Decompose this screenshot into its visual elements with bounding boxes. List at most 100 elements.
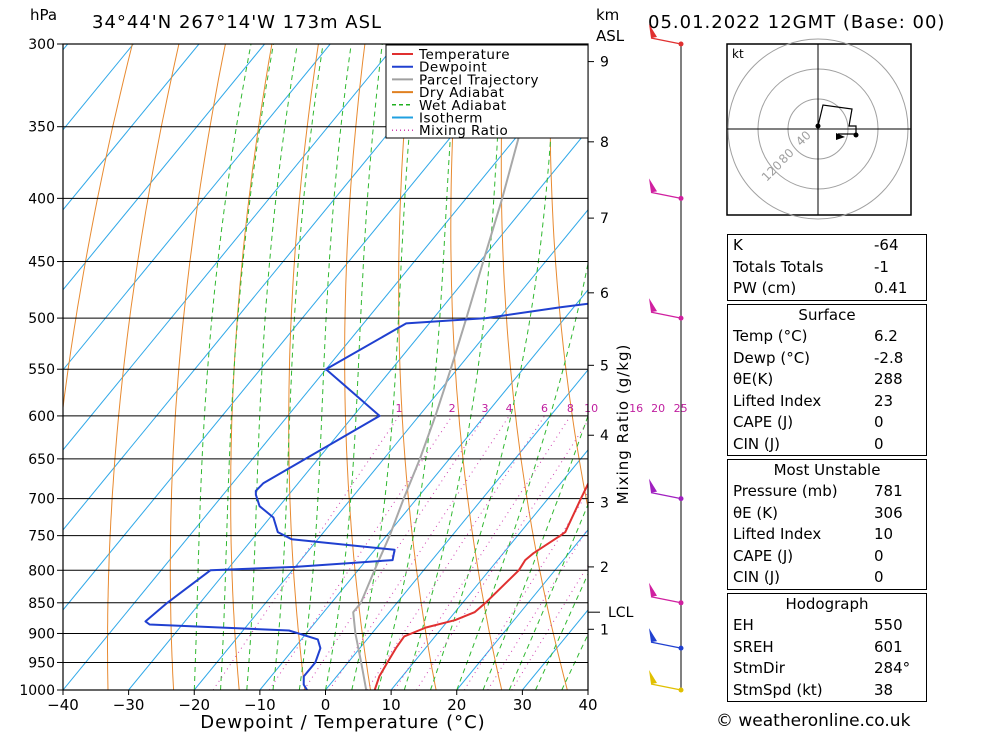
isotherm-line: [63, 44, 134, 131]
parcel-trajectory-line: [352, 44, 542, 690]
mu-value: 0: [874, 546, 884, 565]
isotherm-line: [193, 209, 588, 690]
surface-value: 0: [874, 434, 884, 453]
wind-barb-shaft: [650, 641, 682, 649]
hodograph-table: Hodograph EH 550 SREH 601 StmDir 284° StmSp…: [727, 593, 927, 702]
mu-value: 10: [874, 525, 894, 543]
mixing-ratio-line: [329, 415, 510, 690]
hodo-value: 601: [874, 637, 903, 656]
isotherm-line: [63, 44, 200, 211]
lcl-label: LCL: [608, 605, 634, 621]
temperature-tick-label: −10: [244, 696, 276, 714]
plot-frame: [62, 43, 589, 691]
mixing-ratio-label: 6: [541, 402, 548, 415]
mu-row: CIN (J) 0: [728, 567, 926, 589]
dry-adiabat-line: [923, 44, 1000, 690]
location-title: 34°44'N 267°14'W 173m ASL: [92, 12, 382, 33]
dry-adiabat-line: [450, 44, 503, 690]
wind-barb-shaft: [650, 491, 682, 500]
surface-value: 0: [874, 413, 884, 431]
mu-label: CAPE (J): [733, 546, 794, 565]
surface-row: CIN (J) 0: [728, 434, 926, 456]
hodo-label: EH: [733, 616, 754, 634]
isotherm-line: [0, 44, 2, 690]
hpa-unit-label: hPa: [30, 6, 57, 24]
dry-adiabat-line: [970, 44, 1000, 690]
surface-label: θE(K): [733, 370, 774, 388]
mixing-ratio-label: 2: [449, 402, 456, 415]
legend-entry: Isotherm: [419, 111, 483, 127]
mu-row: Pressure (mb) 781: [728, 481, 926, 503]
wind-barb-shaft: [650, 37, 682, 45]
weatheronline-link[interactable]: © weatheronline.co.uk: [716, 711, 911, 731]
temperature-line: [373, 481, 588, 690]
wet-adiabat-line: [403, 44, 505, 690]
index-value: 0.41: [874, 279, 908, 297]
wind-barb-pennant: [649, 178, 657, 193]
hodograph-unit-label: kt: [732, 47, 744, 61]
mixing-ratio-label: 10: [584, 402, 598, 415]
pressure-tick-label: 400: [28, 191, 55, 207]
temperature-tick-label: 30: [513, 696, 532, 714]
pressure-tick-label: 950: [28, 655, 55, 671]
hodo-row: StmSpd (kt) 38: [728, 680, 926, 702]
pressure-tick-label: 900: [28, 626, 55, 642]
x-axis-label: Dewpoint / Temperature (°C): [200, 712, 485, 733]
legend-box: [385, 44, 589, 139]
km-tick-label: 8: [600, 135, 609, 151]
wet-adiabat-line: [298, 44, 352, 690]
surface-title: Surface: [798, 306, 856, 324]
mixing-ratio-label: 8: [567, 402, 574, 415]
pressure-tick-label: 500: [28, 311, 55, 327]
wet-adiabat-line: [193, 44, 252, 690]
dry-adiabat-line: [344, 44, 371, 690]
dry-adiabat-line: [398, 44, 437, 690]
pressure-tick-label: 650: [28, 452, 55, 468]
wet-adiabat-line: [535, 572, 588, 690]
surface-value: 6.2: [874, 327, 898, 345]
wind-profile: [649, 24, 684, 693]
index-value: -1: [874, 257, 889, 276]
mu-row: Lifted Index 10: [728, 524, 926, 546]
hodo-row: StmDir 284°: [728, 658, 926, 680]
index-label: PW (cm): [733, 279, 797, 297]
surface-label: Dewp (°C): [733, 348, 811, 367]
mixing-ratio-label: 1: [395, 402, 402, 415]
km-tick-label: 3: [600, 495, 609, 511]
wind-barb-pennant: [649, 298, 657, 313]
wet-adiabat-line: [351, 44, 418, 690]
dry-adiabat-line: [288, 44, 319, 690]
wet-adiabat-line: [456, 261, 588, 690]
mixing-ratio-lines: [212, 415, 588, 690]
mu-value: 0: [874, 568, 884, 586]
temperature-tick-label: −20: [178, 696, 210, 714]
km-tick-label: 4: [600, 428, 609, 444]
wind-barb-shaft: [650, 596, 682, 604]
km-tick-label: 5: [600, 358, 609, 374]
legend-entry: Parcel Trajectory: [419, 72, 539, 88]
wet-adiabat-line: [220, 44, 274, 690]
temperature-tick-label: −40: [47, 696, 79, 714]
mu-value: 306: [874, 503, 903, 522]
wet-adiabat-line: [508, 503, 588, 690]
wet-adiabat-line: [272, 44, 324, 690]
surface-label: CAPE (J): [733, 413, 794, 431]
pressure-tick-label: 800: [28, 563, 55, 579]
isotherm-line: [63, 44, 397, 451]
indices-table: K -64 Totals Totals -1 PW (cm) 0.41: [727, 234, 927, 301]
surface-value: 288: [874, 370, 903, 388]
isotherm-line: [259, 289, 588, 690]
km-tick-label: 1: [600, 622, 609, 638]
dry-adiabat-line: [63, 44, 133, 412]
pressure-tick-label: 750: [28, 529, 55, 545]
hodo-value: 38: [874, 680, 894, 699]
most-unstable-title: Most Unstable: [773, 461, 881, 479]
surface-value: 23: [874, 391, 894, 410]
temperature-tick-label: 10: [382, 696, 401, 714]
km-tick-label: 2: [600, 560, 609, 576]
surface-row: Temp (°C) 6.2: [728, 326, 926, 348]
wind-barb-shaft: [650, 683, 682, 691]
isotherm-line: [63, 44, 462, 531]
